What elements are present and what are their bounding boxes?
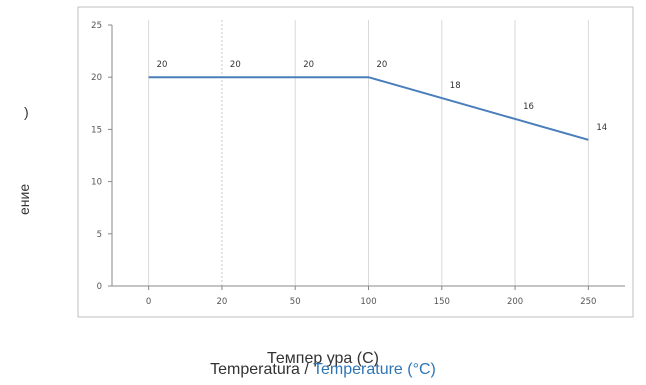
x-tick-label-0: 0: [146, 297, 151, 307]
x-axis-title-overlay-text: Темпер ура (C): [267, 350, 379, 367]
x-tick-label-1: 20: [217, 297, 228, 307]
x-tick-label-4: 150: [434, 297, 450, 307]
y-tick-label-1: 5: [97, 230, 102, 240]
data-label-3: 20: [377, 60, 388, 70]
x-tick-label-2: 50: [290, 297, 301, 307]
data-label-6: 14: [596, 123, 607, 133]
data-label-2: 20: [303, 60, 314, 70]
data-labels: 20 20 20 20 18 16 14: [157, 60, 608, 133]
series-layer: [148, 76, 589, 141]
y-tick-label-0: 0: [97, 282, 102, 292]
x-tick-label-3: 100: [360, 297, 376, 307]
y-tick-label-3: 15: [91, 125, 102, 135]
x-axis-title-separator: /: [299, 361, 313, 378]
data-label-0: 20: [157, 60, 168, 70]
y-tick-label-5: 25: [91, 21, 102, 31]
x-axis-title: Temperatura / Temperature (°C): [0, 361, 646, 379]
x-axis-title-english: Temperature (°C): [313, 361, 436, 378]
x-tick-label-5: 200: [507, 297, 523, 307]
data-label-4: 18: [450, 81, 461, 91]
x-tick-label-6: 250: [580, 297, 596, 307]
y-axis-label-fragment-2: ение: [16, 183, 32, 215]
x-axis-title-main: Temperatura: [210, 361, 300, 378]
x-axis-title-overlay: Темпер ура (C): [0, 350, 646, 368]
y-tick-label-2: 10: [91, 178, 102, 188]
chart-frame: [77, 6, 634, 318]
y-tick-label-4: 20: [91, 73, 102, 83]
data-label-5: 16: [523, 102, 534, 112]
y-axis-label-fragment-1: ): [24, 104, 29, 120]
grid-lines: [148, 20, 589, 286]
data-label-1: 20: [230, 60, 241, 70]
